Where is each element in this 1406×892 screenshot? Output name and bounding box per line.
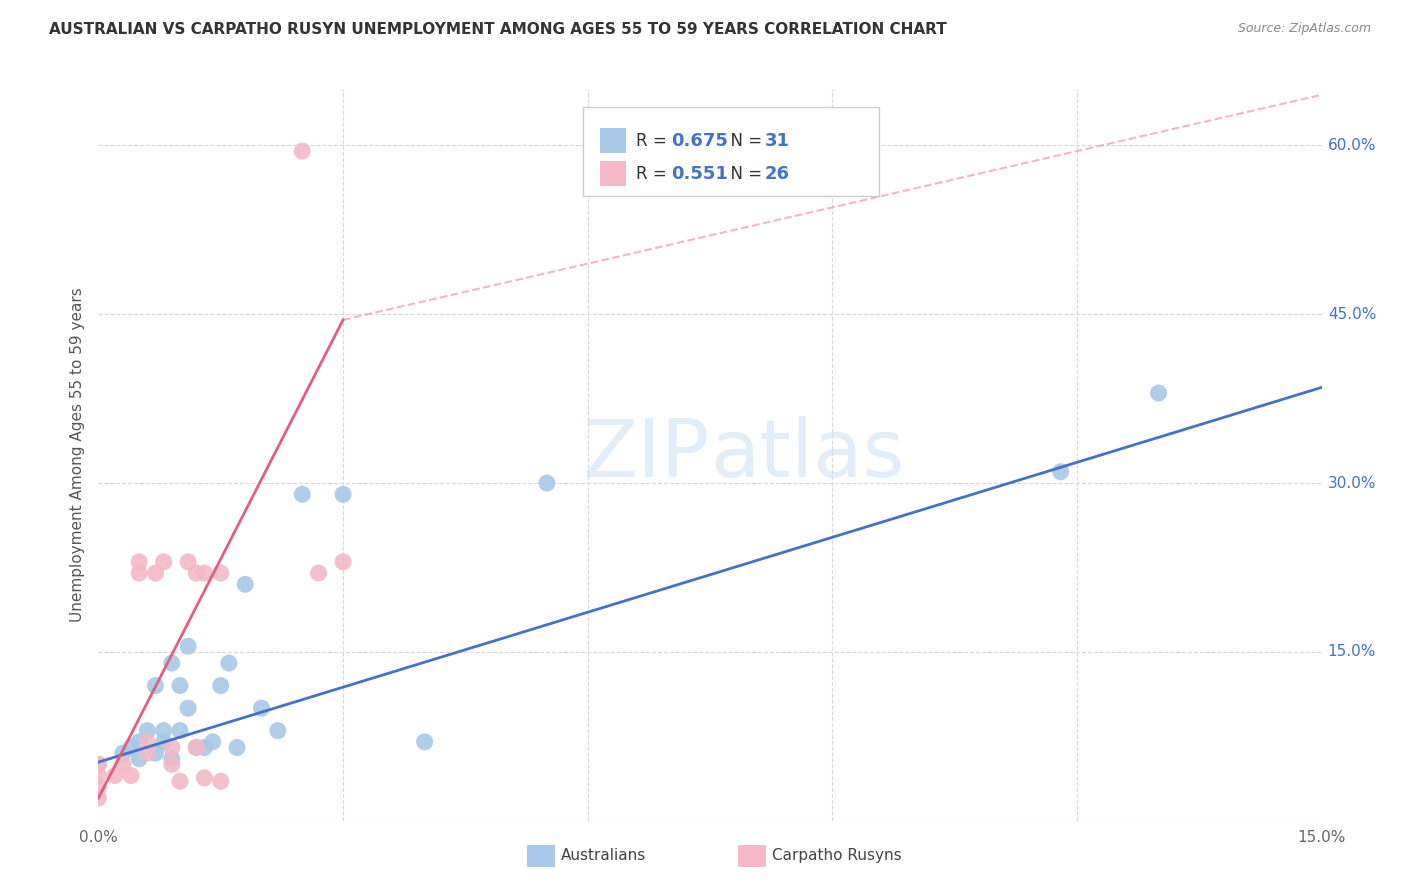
Point — [120, 769, 142, 783]
Text: 31: 31 — [765, 132, 790, 150]
Text: atlas: atlas — [710, 416, 904, 494]
Point — [87, 791, 110, 805]
Point — [193, 566, 215, 580]
Point — [177, 555, 200, 569]
Point — [209, 774, 232, 789]
Point — [291, 487, 314, 501]
Point — [308, 566, 330, 580]
Point — [413, 735, 436, 749]
Point — [291, 144, 314, 158]
Point — [152, 735, 174, 749]
Text: R =: R = — [636, 132, 672, 150]
Point — [186, 740, 208, 755]
Point — [160, 740, 183, 755]
Point — [128, 566, 150, 580]
Text: 0.675: 0.675 — [671, 132, 727, 150]
Point — [104, 769, 127, 783]
Point — [536, 476, 558, 491]
Point — [186, 566, 208, 580]
Point — [169, 679, 191, 693]
Point — [332, 555, 354, 569]
Point — [128, 752, 150, 766]
Point — [128, 555, 150, 569]
Point — [193, 771, 215, 785]
Point — [87, 757, 110, 772]
Text: 26: 26 — [765, 165, 790, 183]
Point — [152, 555, 174, 569]
Point — [136, 735, 159, 749]
Text: 30.0%: 30.0% — [1327, 475, 1376, 491]
Point — [136, 746, 159, 760]
Point — [201, 735, 224, 749]
Point — [233, 577, 256, 591]
Point — [209, 679, 232, 693]
Point — [186, 740, 208, 755]
Text: N =: N = — [720, 132, 768, 150]
Point — [160, 656, 183, 670]
Point — [128, 735, 150, 749]
Text: AUSTRALIAN VS CARPATHO RUSYN UNEMPLOYMENT AMONG AGES 55 TO 59 YEARS CORRELATION : AUSTRALIAN VS CARPATHO RUSYN UNEMPLOYMEN… — [49, 22, 948, 37]
Point — [87, 780, 110, 794]
Point — [145, 679, 167, 693]
Point — [209, 566, 232, 580]
Point — [177, 639, 200, 653]
Point — [145, 566, 167, 580]
Text: R =: R = — [636, 165, 672, 183]
Point — [177, 701, 200, 715]
Point — [1147, 386, 1170, 401]
Point — [111, 757, 134, 772]
Text: ZIP: ZIP — [582, 416, 710, 494]
Point — [169, 774, 191, 789]
Point — [218, 656, 240, 670]
Point — [226, 740, 249, 755]
Point — [152, 723, 174, 738]
Point — [145, 746, 167, 760]
Y-axis label: Unemployment Among Ages 55 to 59 years: Unemployment Among Ages 55 to 59 years — [69, 287, 84, 623]
Point — [120, 740, 142, 755]
Point — [193, 740, 215, 755]
Point — [169, 723, 191, 738]
Text: 15.0%: 15.0% — [1327, 644, 1376, 659]
Point — [332, 487, 354, 501]
Point — [87, 757, 110, 772]
Point — [160, 752, 183, 766]
Text: 45.0%: 45.0% — [1327, 307, 1376, 322]
Text: 0.551: 0.551 — [671, 165, 727, 183]
Point — [87, 769, 110, 783]
Text: Carpatho Rusyns: Carpatho Rusyns — [772, 848, 901, 863]
Point — [1049, 465, 1071, 479]
Point — [250, 701, 273, 715]
Point — [136, 723, 159, 738]
Text: N =: N = — [720, 165, 768, 183]
Text: Source: ZipAtlas.com: Source: ZipAtlas.com — [1237, 22, 1371, 36]
Text: 60.0%: 60.0% — [1327, 138, 1376, 153]
Point — [111, 746, 134, 760]
Point — [267, 723, 290, 738]
Point — [160, 757, 183, 772]
Text: Australians: Australians — [561, 848, 647, 863]
